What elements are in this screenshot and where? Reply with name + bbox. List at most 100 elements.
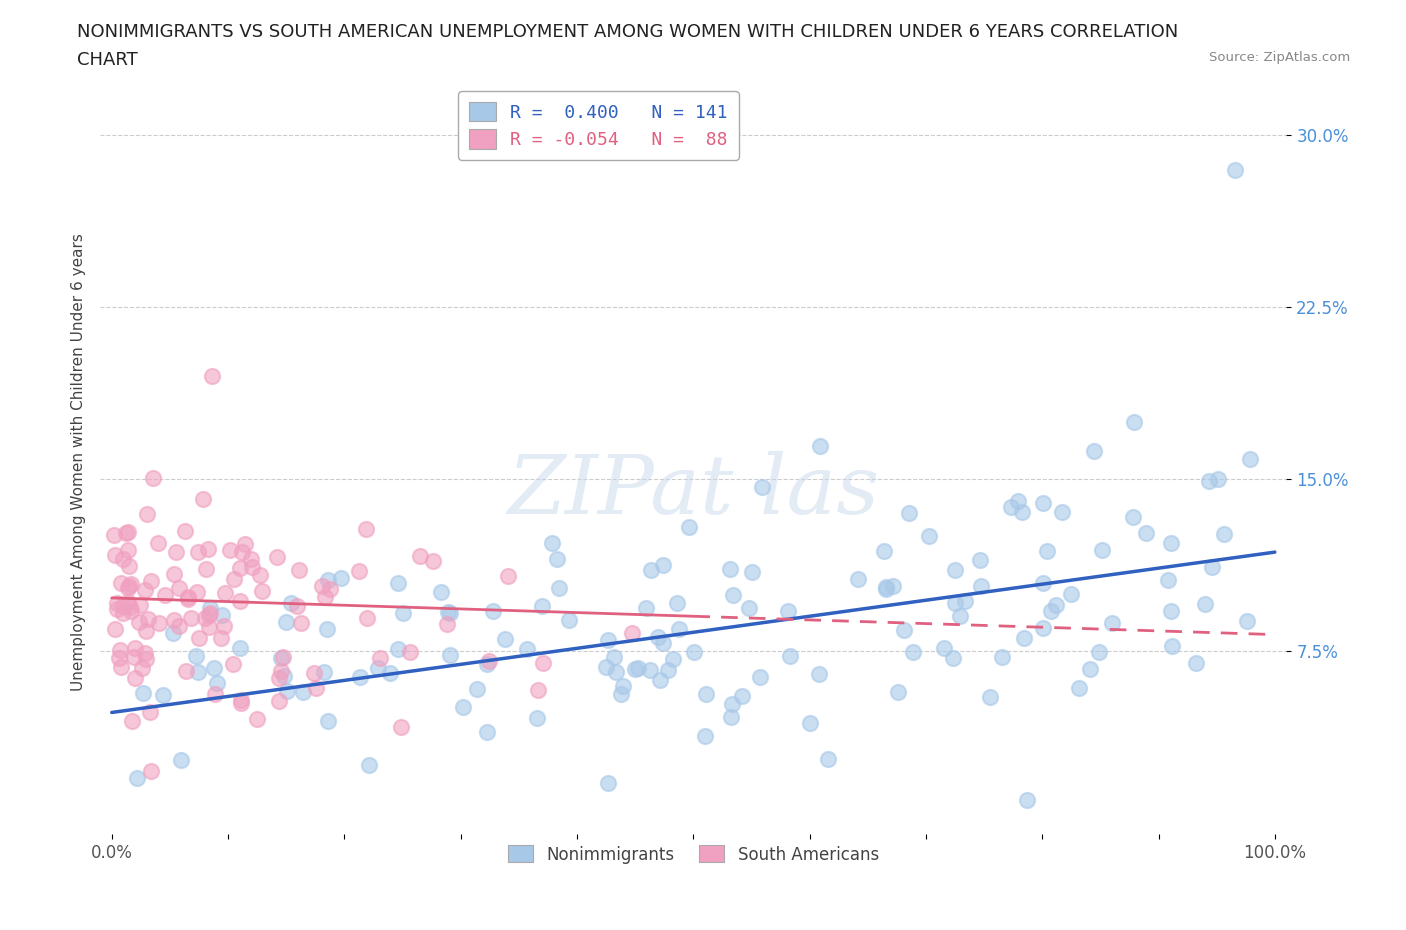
Point xyxy=(167,618,190,633)
Point xyxy=(392,606,415,621)
Point xyxy=(125,770,148,785)
Point xyxy=(368,651,391,666)
Point xyxy=(290,616,312,631)
Point xyxy=(898,505,921,520)
Point xyxy=(873,544,896,559)
Point xyxy=(1050,504,1073,519)
Point xyxy=(274,615,297,630)
Point xyxy=(349,670,371,684)
Point xyxy=(312,664,335,679)
Point xyxy=(129,597,152,612)
Point xyxy=(1012,631,1035,645)
Point xyxy=(886,684,908,699)
Y-axis label: Unemployment Among Women with Children Under 6 years: Unemployment Among Women with Children U… xyxy=(72,232,86,691)
Point xyxy=(188,631,211,645)
Point xyxy=(1032,576,1054,591)
Point xyxy=(118,599,141,614)
Point xyxy=(193,491,215,506)
Point xyxy=(893,622,915,637)
Point xyxy=(943,563,966,578)
Point xyxy=(776,604,799,618)
Point xyxy=(799,715,821,730)
Point xyxy=(249,567,271,582)
Point xyxy=(779,649,801,664)
Point xyxy=(270,664,292,679)
Point xyxy=(198,619,221,634)
Point xyxy=(651,557,673,572)
Point xyxy=(316,713,339,728)
Point xyxy=(367,661,389,676)
Point xyxy=(482,603,505,618)
Point xyxy=(634,601,657,616)
Point xyxy=(494,631,516,646)
Point xyxy=(204,686,226,701)
Point xyxy=(496,569,519,584)
Point xyxy=(546,551,568,566)
Point xyxy=(627,661,650,676)
Point xyxy=(1160,604,1182,618)
Point xyxy=(153,588,176,603)
Point xyxy=(184,648,207,663)
Point xyxy=(595,659,617,674)
Point xyxy=(693,728,716,743)
Point xyxy=(389,719,412,734)
Point xyxy=(132,685,155,700)
Point xyxy=(409,549,432,564)
Point xyxy=(541,536,564,551)
Point xyxy=(135,652,157,667)
Point xyxy=(1223,162,1246,177)
Point xyxy=(115,525,138,540)
Point xyxy=(979,690,1001,705)
Point xyxy=(721,588,744,603)
Point xyxy=(387,575,409,590)
Point xyxy=(453,699,475,714)
Point xyxy=(1194,596,1216,611)
Point xyxy=(148,536,170,551)
Point xyxy=(422,553,444,568)
Point xyxy=(111,605,134,620)
Point xyxy=(139,764,162,778)
Point xyxy=(1083,444,1105,458)
Point xyxy=(668,621,690,636)
Point xyxy=(194,562,217,577)
Point xyxy=(111,598,134,613)
Point xyxy=(110,659,132,674)
Point xyxy=(311,578,333,593)
Point xyxy=(117,594,139,609)
Point xyxy=(531,599,554,614)
Point xyxy=(738,601,761,616)
Point xyxy=(1032,496,1054,511)
Point xyxy=(205,676,228,691)
Point xyxy=(526,711,548,725)
Legend: Nonimmigrants, South Americans: Nonimmigrants, South Americans xyxy=(501,839,886,870)
Point xyxy=(640,563,662,578)
Point xyxy=(170,752,193,767)
Point xyxy=(1123,414,1146,429)
Point xyxy=(478,653,501,668)
Point xyxy=(152,687,174,702)
Point xyxy=(276,684,298,698)
Point xyxy=(808,439,831,454)
Point xyxy=(229,695,252,710)
Point xyxy=(108,643,131,658)
Point xyxy=(280,596,302,611)
Text: CHART: CHART xyxy=(77,51,138,69)
Point xyxy=(304,665,326,680)
Point xyxy=(662,652,685,667)
Point xyxy=(128,614,150,629)
Point xyxy=(439,605,461,620)
Point xyxy=(436,617,458,631)
Point xyxy=(1206,472,1229,486)
Point xyxy=(398,644,420,659)
Point xyxy=(526,683,548,698)
Point xyxy=(1135,525,1157,540)
Point xyxy=(1069,681,1091,696)
Point xyxy=(267,693,290,708)
Point xyxy=(112,551,135,566)
Point xyxy=(969,578,991,593)
Point xyxy=(875,581,897,596)
Point xyxy=(120,577,142,591)
Point xyxy=(1078,662,1101,677)
Point xyxy=(751,480,773,495)
Point xyxy=(162,626,184,641)
